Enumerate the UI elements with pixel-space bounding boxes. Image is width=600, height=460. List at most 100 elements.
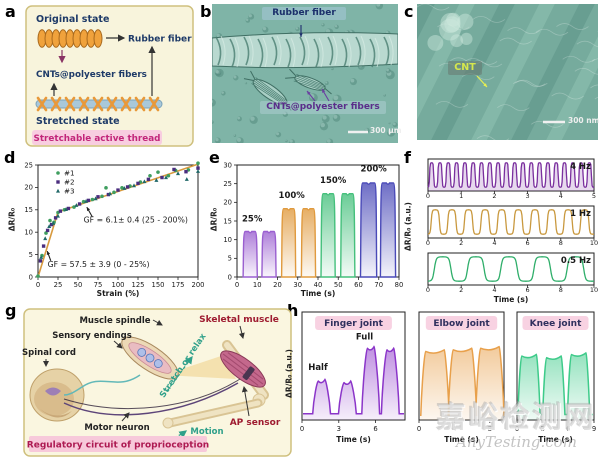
- svg-text:Time (s): Time (s): [538, 435, 573, 444]
- svg-text:200%: 200%: [361, 165, 388, 175]
- svg-text:5: 5: [29, 251, 33, 259]
- motor-nerve-graphic: [63, 382, 239, 416]
- stretch-arrow-icon: [166, 355, 193, 392]
- sensory-nerve-graphic: [63, 374, 141, 396]
- stretched-state-label: Stretched state: [36, 116, 120, 127]
- svg-text:4: 4: [492, 239, 496, 247]
- stretched-fiber-graphic: [35, 96, 163, 112]
- svg-text:Strain (%): Strain (%): [97, 289, 140, 298]
- cnt-annotation: CNT: [448, 61, 482, 75]
- svg-text:Half: Half: [308, 363, 328, 373]
- svg-text:8: 8: [559, 286, 563, 294]
- svg-text:10: 10: [223, 236, 232, 244]
- svg-text:25%: 25%: [242, 215, 263, 225]
- strain-response-chart: 0 25 50 75 100 125 150 175 200 0 5 10 15 20 25 Strain (…: [24, 161, 205, 298]
- svg-text:#2: #2: [64, 178, 75, 187]
- chart-f-ylabel: ΔR/R₀ (a.u.): [403, 202, 413, 251]
- svg-text:40: 40: [314, 281, 323, 289]
- motion-label: Motion: [190, 427, 223, 437]
- svg-text:0: 0: [228, 273, 232, 281]
- spinal-cord-label: Spinal cord: [22, 348, 76, 358]
- coiled-fiber-graphic: [37, 29, 103, 48]
- svg-text:25: 25: [24, 161, 33, 169]
- svg-text:0: 0: [426, 239, 430, 247]
- svg-text:Knee joint: Knee joint: [530, 319, 582, 329]
- svg-text:Full: Full: [356, 333, 373, 343]
- svg-text:100%: 100%: [279, 191, 306, 201]
- svg-text:20: 20: [24, 184, 33, 192]
- panel-g-letter: g: [5, 301, 17, 320]
- svg-text:10: 10: [590, 286, 598, 294]
- ap-sensor-label: AP sensor: [230, 418, 281, 428]
- svg-text:100: 100: [112, 281, 125, 289]
- svg-text:Elbow joint: Elbow joint: [433, 319, 490, 329]
- svg-text:Finger joint: Finger joint: [324, 319, 384, 329]
- svg-text:10: 10: [24, 229, 33, 237]
- svg-text:80: 80: [395, 281, 404, 289]
- svg-text:1: 1: [459, 192, 463, 200]
- svg-text:25: 25: [54, 281, 63, 289]
- panel-g-caption-chip: [29, 436, 207, 452]
- svg-text:6: 6: [526, 286, 530, 294]
- panel-g-caption: Regulatory circuit of proprioception: [27, 441, 209, 451]
- scale-bar-label-b: 300 μm: [370, 126, 402, 135]
- muscle-spindle-label: Muscle spindle: [79, 316, 150, 326]
- svg-text:150: 150: [152, 281, 165, 289]
- svg-text:8: 8: [559, 239, 563, 247]
- ap-sensor-graphic: [242, 366, 255, 381]
- rubber-fiber-annotation: Rubber fiber: [262, 7, 346, 20]
- chart-h-ylabel: ΔR/R₀ (a.u.): [284, 349, 294, 398]
- pointer-line: [241, 386, 250, 417]
- panel-h-letter: h: [287, 301, 299, 320]
- pointer-line: [238, 325, 245, 339]
- svg-text:6: 6: [373, 425, 377, 433]
- scale-bar-label-c: 300 nm: [568, 116, 600, 125]
- cnt-fibers-label: CNTs@polyester fibers: [36, 70, 147, 80]
- panel-f-letter: f: [404, 148, 411, 167]
- svg-text:1 Hz: 1 Hz: [570, 209, 591, 219]
- svg-text:30: 30: [293, 281, 302, 289]
- panel-e-letter: e: [209, 148, 220, 167]
- svg-text:0: 0: [36, 281, 40, 289]
- motor-neuron-label: Motor neuron: [84, 423, 149, 433]
- svg-text:GF = 57.5 ± 3.9 (0 - 25%): GF = 57.5 ± 3.9 (0 - 25%): [48, 260, 150, 269]
- svg-text:6: 6: [566, 425, 570, 433]
- svg-text:25: 25: [223, 180, 232, 188]
- panel-c-letter: c: [404, 2, 414, 21]
- svg-text:15: 15: [223, 217, 232, 225]
- svg-text:0: 0: [417, 425, 421, 433]
- svg-text:20: 20: [223, 199, 232, 207]
- svg-text:30: 30: [223, 161, 232, 169]
- svg-text:Time (s): Time (s): [336, 435, 371, 444]
- svg-text:150%: 150%: [320, 176, 347, 186]
- proprioception-diagram: Muscle spindle Sensory endings Spinal co…: [22, 308, 292, 457]
- svg-text:0: 0: [300, 425, 304, 433]
- svg-text:6: 6: [526, 239, 530, 247]
- cnt-fibers-annotation: CNTs@polyester fibers: [260, 101, 386, 114]
- rubber-fiber-label: Rubber fiber: [128, 35, 192, 45]
- svg-text:#1: #1: [64, 169, 75, 178]
- svg-text:200: 200: [192, 281, 205, 289]
- panel-b-letter: b: [200, 2, 212, 21]
- svg-text:2: 2: [492, 192, 496, 200]
- svg-text:0: 0: [426, 286, 430, 294]
- spinal-cord-graphic: [29, 368, 85, 422]
- elbow-joint-chart: 0 4 8 Time (s) Elbow joint: [417, 311, 505, 444]
- svg-text:0.5 Hz: 0.5 Hz: [561, 256, 591, 266]
- svg-text:0: 0: [29, 273, 33, 281]
- panel-a-caption: Stretchable active thread: [34, 134, 161, 144]
- svg-text:8: 8: [488, 425, 492, 433]
- svg-text:5: 5: [228, 255, 232, 263]
- svg-text:4: 4: [559, 192, 563, 200]
- knee-joint-chart: 0 3 6 9 Time (s) Knee joint: [515, 311, 596, 444]
- svg-text:3: 3: [337, 425, 341, 433]
- svg-text:20: 20: [273, 281, 282, 289]
- nerve-graphic: [63, 378, 241, 410]
- chart-d-ylabel: ΔR/R₀: [7, 207, 17, 232]
- svg-text:3: 3: [526, 192, 530, 200]
- pointer-line: [113, 340, 123, 349]
- svg-text:0: 0: [515, 425, 519, 433]
- pointer-line: [152, 319, 163, 326]
